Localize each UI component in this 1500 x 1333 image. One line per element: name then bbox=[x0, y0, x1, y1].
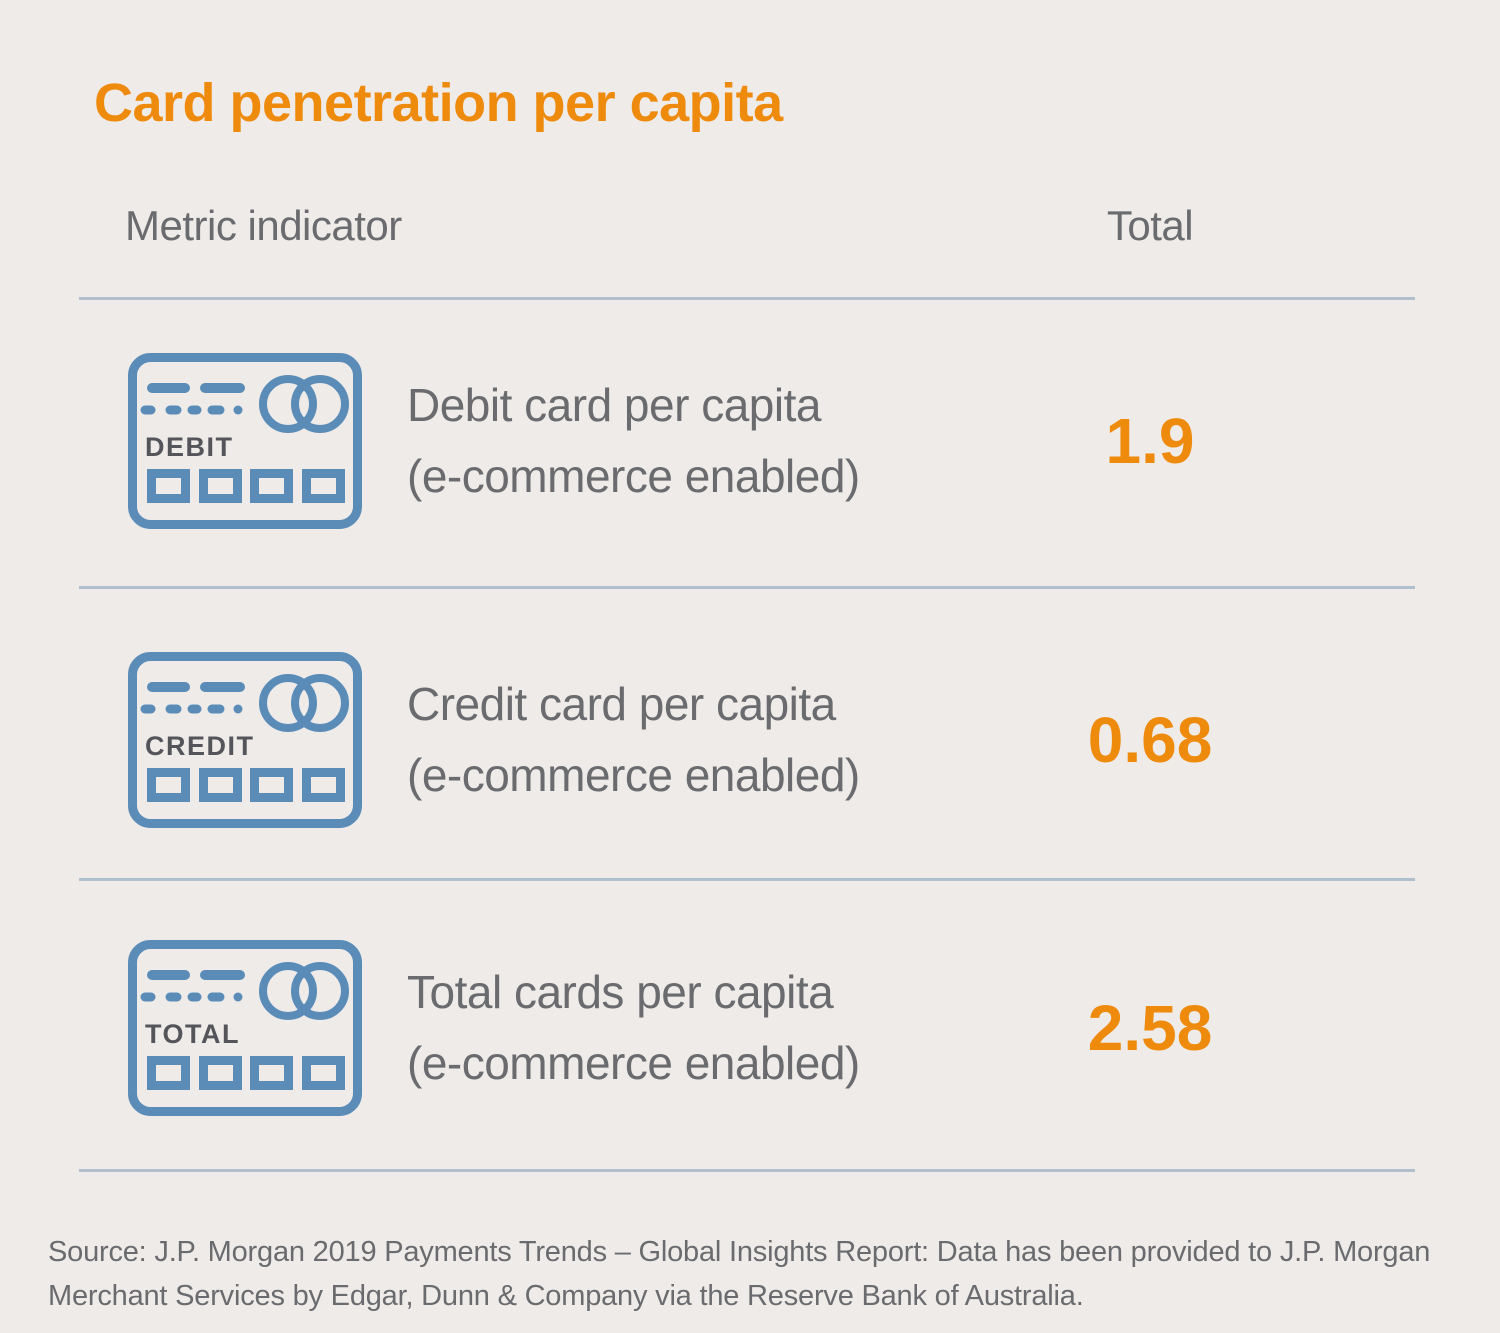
column-header-metric: Metric indicator bbox=[125, 202, 402, 249]
card-label: DEBIT bbox=[145, 432, 234, 462]
metric-label-line1: Credit card per capita bbox=[407, 678, 836, 730]
metric-label-line2: (e-commerce enabled) bbox=[407, 450, 860, 502]
divider bbox=[79, 297, 1415, 300]
page-title: Card penetration per capita bbox=[94, 73, 783, 133]
metric-value: 1.9 bbox=[1105, 405, 1195, 477]
metric-label: Total cards per capita (e-commerce enabl… bbox=[407, 957, 860, 1099]
metric-label: Debit card per capita (e-commerce enable… bbox=[407, 370, 860, 512]
metric-label: Credit card per capita (e-commerce enabl… bbox=[407, 669, 860, 811]
metric-value: 0.68 bbox=[1087, 704, 1213, 776]
metric-label-line1: Debit card per capita bbox=[407, 379, 821, 431]
metric-label-line1: Total cards per capita bbox=[407, 966, 834, 1018]
source-note: Source: J.P. Morgan 2019 Payments Trends… bbox=[48, 1230, 1430, 1318]
table-row-debit: DEBIT Debit card per capita (e-commerce … bbox=[127, 352, 1415, 530]
divider bbox=[79, 586, 1415, 589]
table-row-credit: CREDIT Credit card per capita (e-commerc… bbox=[127, 651, 1415, 829]
metric-label-line2: (e-commerce enabled) bbox=[407, 749, 860, 801]
metric-value: 2.58 bbox=[1087, 992, 1213, 1064]
table-row-total: TOTAL Total cards per capita (e-commerce… bbox=[127, 939, 1415, 1117]
column-header-total: Total bbox=[1106, 202, 1194, 249]
metric-label-line2: (e-commerce enabled) bbox=[407, 1037, 860, 1089]
card-label: CREDIT bbox=[145, 731, 255, 761]
divider bbox=[79, 878, 1415, 881]
debit-card-icon: DEBIT bbox=[127, 352, 363, 530]
source-note-line2: Merchant Services by Edgar, Dunn & Compa… bbox=[48, 1280, 1084, 1312]
source-note-line1: Source: J.P. Morgan 2019 Payments Trends… bbox=[48, 1236, 1431, 1268]
credit-card-icon: CREDIT bbox=[127, 651, 363, 829]
divider bbox=[79, 1169, 1415, 1172]
card-label: TOTAL bbox=[145, 1019, 240, 1049]
total-cards-icon: TOTAL bbox=[127, 939, 363, 1117]
